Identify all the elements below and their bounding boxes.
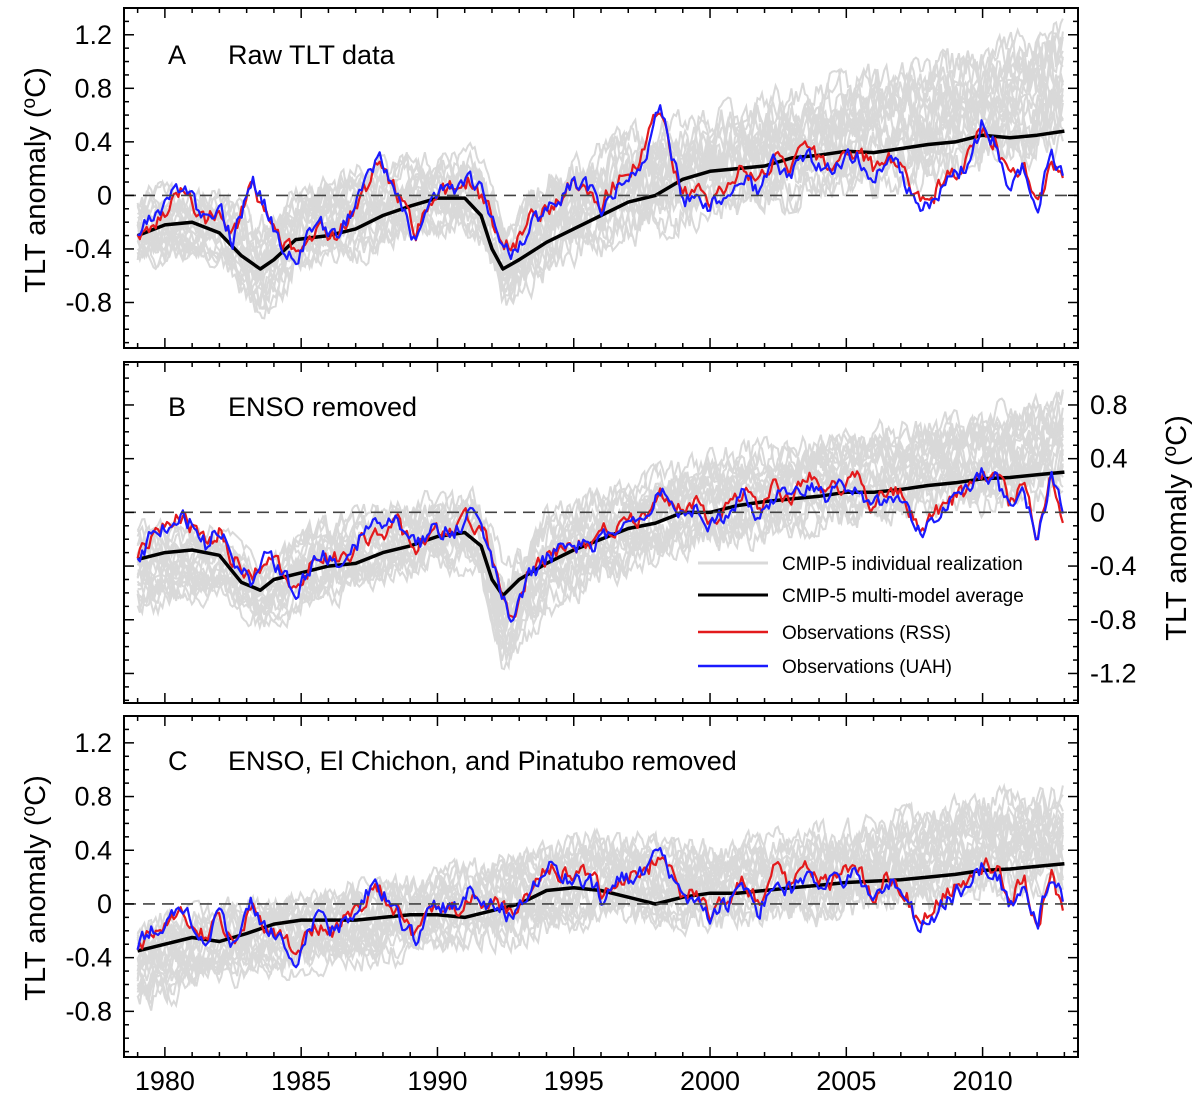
y-tick-label: 0.4 [74,127,112,157]
y-tick-label: 0.4 [1090,444,1128,474]
x-tick-label: 1980 [135,1066,195,1096]
panel-a-ylabel: TLT anomaly (oC) [19,67,53,292]
y-tick-label: -0.8 [1090,605,1137,635]
x-tick-label: 1985 [271,1066,331,1096]
y-tick-label: -1.2 [1090,658,1137,688]
x-tick-label: 1990 [407,1066,467,1096]
y-tick-label: 0 [97,889,112,919]
y-tick-label: 1.2 [74,728,112,758]
y-tick-label: -0.4 [65,943,112,973]
legend-label-individual: CMIP-5 individual realization [782,554,1023,575]
panel-c-title: ENSO, El Chichon, and Pinatubo removed [228,746,737,776]
panel-b: 0.8 0.4 0 -0.4 -0.8 -1.2 [123,361,1137,704]
uah-observation-line [137,104,1064,266]
x-tick-label: 1995 [544,1066,604,1096]
uah-observation-line [136,467,1064,623]
plot-area [136,782,1065,1011]
legend-label-average: CMIP-5 multi-model average [782,586,1024,607]
panel-c-ylabel: TLT anomaly (oC) [19,775,53,1000]
panel-c: 1.2 0.8 0.4 0 -0.4 -0.8 1980 1985 1990 1995 2000 20… [65,715,1079,1096]
legend: CMIP-5 individual realization CMIP-5 mul… [698,554,1024,678]
plot-area [136,18,1065,320]
panel-b-ylabel: TLT anomaly (oC) [1160,415,1194,640]
model-realization-line [136,786,1064,945]
y-tick-label: 1.2 [74,20,112,50]
y-tick-label: -0.4 [1090,551,1137,581]
rss-observation-line [136,470,1064,619]
x-tick-label: 2010 [953,1066,1013,1096]
y-tick-label: 0 [1090,497,1105,527]
y-tick-label: 0 [97,180,112,210]
y-tick-label: 0.4 [74,835,112,865]
legend-label-uah: Observations (UAH) [782,657,952,678]
model-realization-line [136,782,1064,946]
y-tick-label: 0.8 [74,73,112,103]
y-tick-label: -0.8 [65,996,112,1026]
model-realization-line [136,786,1064,945]
plot-area [136,389,1065,671]
y-tick-label: -0.4 [65,234,112,264]
multi-model-average-line [137,861,1065,953]
model-realization-line [136,397,1064,584]
model-realization-line [136,391,1064,603]
multi-model-average-line [136,129,1065,271]
panel-b-title: ENSO removed [228,392,417,422]
panel-c-letter: C [168,746,188,776]
panel-a-letter: A [168,40,186,70]
x-tick-label: 2005 [816,1066,876,1096]
panel-b-letter: B [168,392,186,422]
model-realization-line [137,18,1064,247]
y-tick-label: -0.8 [65,287,112,317]
y-tick-label: 0.8 [74,782,112,812]
legend-label-rss: Observations (RSS) [782,623,951,644]
y-tick-label: 0.8 [1090,390,1128,420]
x-tick-label: 2000 [680,1066,740,1096]
panel-a-title: Raw TLT data [228,40,396,70]
panel-a: 1.2 0.8 0.4 0 -0.4 -0.8 [65,7,1079,349]
